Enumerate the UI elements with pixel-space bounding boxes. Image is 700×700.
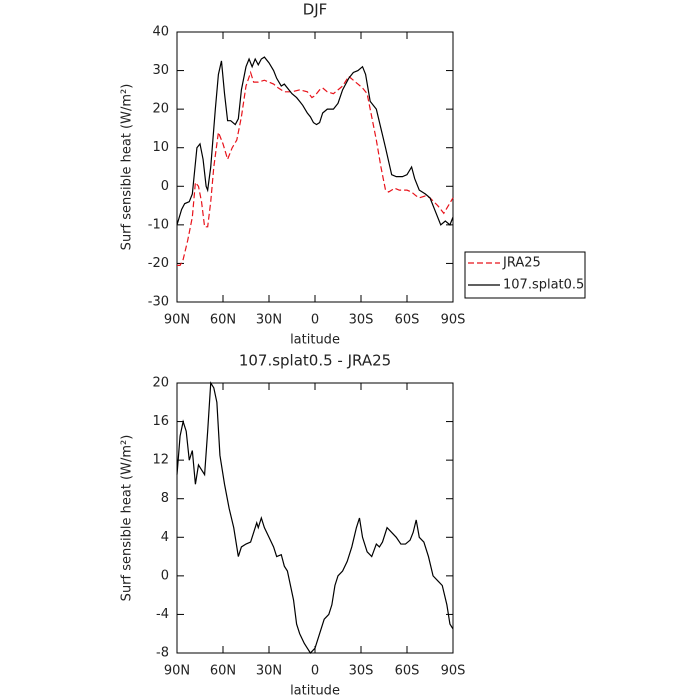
y-tick-label: 4	[161, 530, 169, 545]
y-tick-label: 12	[152, 453, 169, 468]
y-tick-label: -30	[148, 295, 169, 310]
x-axis-label: latitude	[290, 333, 340, 348]
data-line	[177, 70, 454, 266]
x-tick-label: 90S	[441, 313, 466, 328]
x-tick-label: 0	[311, 313, 319, 328]
legend-box	[464, 251, 586, 299]
x-tick-label: 30S	[349, 313, 374, 328]
y-tick-label: 20	[152, 102, 169, 117]
y-tick-label: 0	[161, 179, 169, 194]
data-line	[176, 381, 454, 654]
legend-label: 107.splat0.5	[503, 278, 584, 293]
x-tick-label: 90N	[164, 313, 190, 328]
x-tick-label: 60S	[395, 313, 420, 328]
y-tick-label: 0	[161, 568, 169, 583]
y-tick-label: 16	[152, 414, 169, 429]
x-tick-label: 30S	[349, 664, 374, 679]
legend-label: JRA25	[502, 256, 541, 271]
y-axis-label: Surf sensible heat (W/m²)	[120, 435, 135, 602]
y-tick-label: -4	[156, 607, 169, 622]
y-tick-label: 8	[161, 491, 169, 506]
x-tick-label: 0	[311, 664, 319, 679]
y-tick-label: 40	[152, 25, 169, 40]
x-tick-label: 90S	[441, 664, 466, 679]
x-tick-label: 30N	[256, 664, 282, 679]
y-axis-label: Surf sensible heat (W/m²)	[120, 84, 135, 251]
chart-title: 107.splat0.5 - JRA25	[239, 352, 391, 370]
data-line	[176, 56, 454, 226]
y-tick-label: -20	[148, 256, 169, 271]
x-tick-label: 60N	[210, 313, 236, 328]
y-tick-label: 30	[152, 63, 169, 78]
x-axis-label: latitude	[290, 684, 340, 699]
y-tick-label: -10	[148, 217, 169, 232]
x-tick-label: 90N	[164, 664, 190, 679]
x-tick-label: 60N	[210, 664, 236, 679]
y-tick-label: -8	[156, 646, 169, 661]
chart-title: DJF	[303, 1, 328, 19]
y-tick-label: 20	[152, 376, 169, 391]
y-tick-label: 10	[152, 140, 169, 155]
x-tick-label: 30N	[256, 313, 282, 328]
x-tick-label: 60S	[395, 664, 420, 679]
